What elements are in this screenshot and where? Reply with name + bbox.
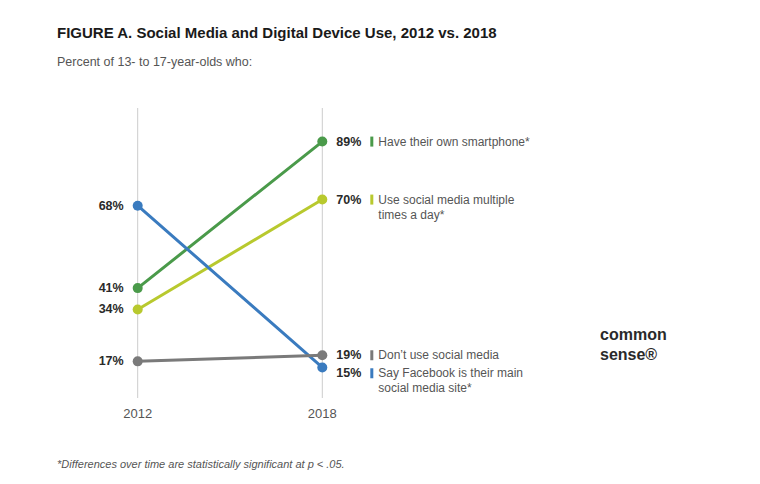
series-point	[317, 195, 327, 205]
series-line	[138, 206, 323, 368]
data-label: 89%	[336, 135, 361, 149]
data-label: 17%	[99, 354, 124, 368]
series-key	[370, 368, 373, 378]
series-point	[133, 201, 143, 211]
annotation: commonsense®	[600, 326, 667, 363]
series-label: Say Facebook is their mainsocial media s…	[378, 366, 523, 395]
series-label: Don’t use social media	[378, 348, 499, 362]
series-point	[133, 356, 143, 366]
data-label: 68%	[99, 199, 124, 213]
subtitle: Percent of 13- to 17-year-olds who:	[57, 55, 252, 69]
marks	[133, 137, 328, 373]
chart: FIGURE A. Social Media and Digital Devic…	[0, 0, 760, 484]
series-key	[370, 137, 373, 147]
category-axis-line	[137, 108, 138, 398]
series-line	[138, 355, 323, 361]
title: FIGURE A. Social Media and Digital Devic…	[57, 24, 497, 41]
data-label: 15%	[336, 366, 361, 380]
series-point	[317, 362, 327, 372]
series-label: Use social media multipletimes a day*	[378, 193, 514, 222]
x-tick-label: 2018	[308, 406, 337, 421]
data-label: 34%	[99, 302, 124, 316]
series-point	[133, 304, 143, 314]
x-tick-label: 2012	[123, 406, 152, 421]
series-label: Have their own smartphone*	[378, 135, 530, 149]
series-point	[317, 350, 327, 360]
series-point	[317, 137, 327, 147]
data-label: 41%	[99, 281, 124, 295]
data-label: 19%	[336, 348, 361, 362]
series-key	[370, 350, 373, 360]
data-label: 70%	[336, 193, 361, 207]
series-line	[138, 200, 323, 310]
footnote: *Differences over time are statistically…	[57, 458, 345, 470]
series-key	[370, 195, 373, 205]
series-point	[133, 283, 143, 293]
